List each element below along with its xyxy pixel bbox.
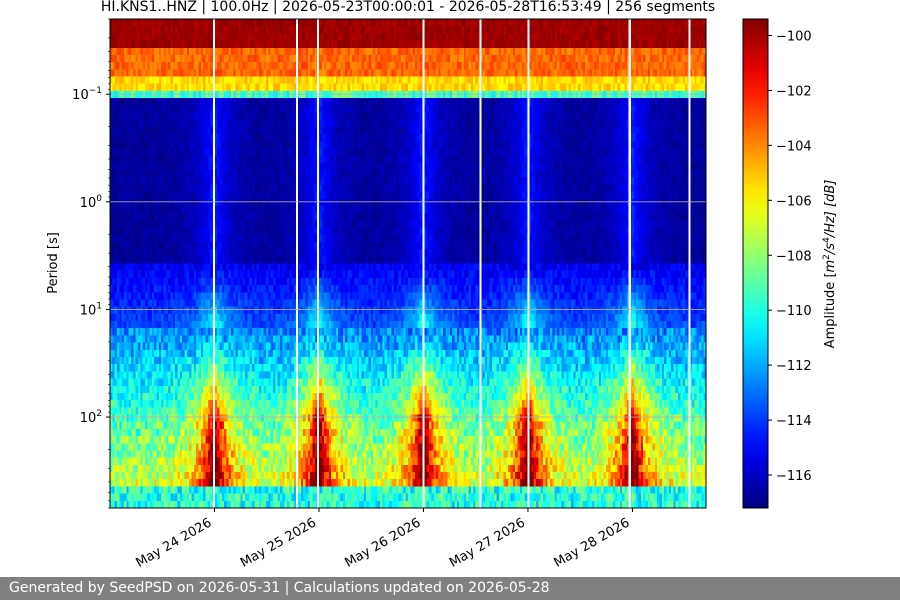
spectrogram-heatmap <box>110 19 707 509</box>
chart-title: HI.KNS1..HNZ | 100.0Hz | 2026-05-23T00:0… <box>101 0 715 15</box>
spectrogram-plot-area <box>110 19 707 509</box>
psd-spectrogram-figure: HI.KNS1..HNZ | 100.0Hz | 2026-05-23T00:0… <box>0 0 900 577</box>
